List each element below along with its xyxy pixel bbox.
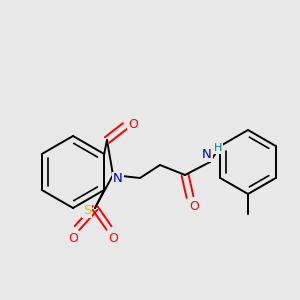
Text: H: H [214,143,222,153]
Text: N: N [113,172,123,185]
Text: O: O [108,232,118,244]
Text: O: O [128,118,138,130]
Text: N: N [202,148,212,161]
Text: O: O [68,232,78,244]
Text: O: O [189,200,199,214]
Text: S: S [83,205,91,218]
